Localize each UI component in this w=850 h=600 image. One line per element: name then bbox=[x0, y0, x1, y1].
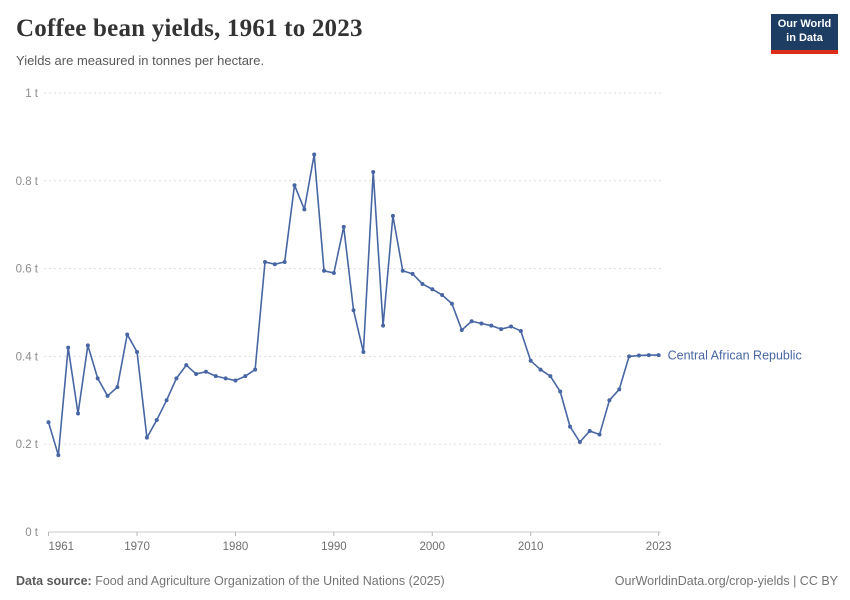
x-tick-label-1990: 1990 bbox=[321, 541, 347, 553]
data-point-2010[interactable] bbox=[528, 358, 533, 363]
data-point-2013[interactable] bbox=[558, 389, 563, 394]
data-point-2020[interactable] bbox=[627, 354, 632, 359]
data-point-1967[interactable] bbox=[105, 393, 110, 398]
data-point-2009[interactable] bbox=[518, 328, 523, 333]
owid-logo[interactable]: Our World in Data bbox=[771, 14, 838, 54]
data-source-label: Data source: bbox=[16, 574, 92, 588]
data-point-1987[interactable] bbox=[302, 207, 307, 212]
line-chart-canvas[interactable]: 0 t 0.2 t 0.4 t 0.6 t 0.8 t 1 t 1961 1970 1980 19… bbox=[0, 80, 850, 570]
data-point-1986[interactable] bbox=[292, 183, 297, 188]
data-point-2021[interactable] bbox=[636, 353, 641, 358]
data-point-1995[interactable] bbox=[381, 323, 386, 328]
data-point-2004[interactable] bbox=[469, 319, 474, 324]
y-tick-label: 1 t bbox=[25, 88, 39, 100]
data-point-2000[interactable] bbox=[430, 287, 435, 292]
data-point-1975[interactable] bbox=[184, 363, 189, 368]
y-tick-label: 0.6 t bbox=[16, 264, 39, 276]
data-source-text: Data source: Food and Agriculture Organi… bbox=[16, 574, 445, 588]
data-point-2022[interactable] bbox=[646, 353, 651, 358]
data-point-1964[interactable] bbox=[76, 411, 81, 416]
data-point-2002[interactable] bbox=[449, 301, 454, 306]
data-point-2019[interactable] bbox=[617, 387, 622, 392]
data-point-1996[interactable] bbox=[390, 213, 395, 218]
data-point-2001[interactable] bbox=[440, 292, 445, 297]
owid-logo-line1: Our World bbox=[777, 18, 832, 31]
data-point-1984[interactable] bbox=[272, 262, 277, 267]
data-point-1974[interactable] bbox=[174, 376, 179, 381]
series-label-central-african-republic[interactable]: Central African Republic bbox=[668, 349, 802, 363]
x-tick-label-2000: 2000 bbox=[419, 541, 445, 553]
data-point-2018[interactable] bbox=[607, 398, 612, 403]
data-point-2023[interactable] bbox=[656, 353, 661, 358]
data-point-1990[interactable] bbox=[331, 270, 336, 275]
data-point-1992[interactable] bbox=[351, 308, 356, 313]
x-tick-label-2010: 2010 bbox=[518, 541, 544, 553]
y-tick-label: 0 t bbox=[25, 527, 39, 539]
data-point-2012[interactable] bbox=[548, 374, 553, 379]
x-tick-label-1980: 1980 bbox=[223, 541, 249, 553]
data-point-1973[interactable] bbox=[164, 398, 169, 403]
data-point-1989[interactable] bbox=[322, 268, 327, 273]
data-point-2008[interactable] bbox=[508, 324, 513, 329]
y-tick-label: 0.4 t bbox=[16, 351, 39, 363]
data-point-1972[interactable] bbox=[154, 418, 159, 423]
data-point-1985[interactable] bbox=[282, 260, 287, 265]
data-point-1976[interactable] bbox=[194, 371, 199, 376]
license-link[interactable]: OurWorldinData.org/crop-yields | CC BY bbox=[614, 574, 838, 588]
data-point-2006[interactable] bbox=[489, 323, 494, 328]
data-point-1971[interactable] bbox=[144, 435, 149, 440]
data-point-1983[interactable] bbox=[262, 260, 267, 265]
data-point-2011[interactable] bbox=[538, 367, 543, 372]
data-point-1968[interactable] bbox=[115, 385, 120, 390]
chart-footer: Data source: Food and Agriculture Organi… bbox=[0, 574, 850, 592]
data-point-1994[interactable] bbox=[371, 170, 376, 175]
data-point-1962[interactable] bbox=[56, 453, 61, 458]
data-point-1966[interactable] bbox=[95, 376, 100, 381]
data-point-1970[interactable] bbox=[135, 350, 140, 355]
x-tick-label-1970: 1970 bbox=[124, 541, 150, 553]
page-title: Coffee bean yields, 1961 to 2023 bbox=[16, 15, 363, 42]
data-point-1977[interactable] bbox=[203, 369, 208, 374]
data-point-1980[interactable] bbox=[233, 378, 238, 383]
data-point-1982[interactable] bbox=[253, 367, 258, 372]
y-tick-label: 0.8 t bbox=[16, 176, 39, 188]
x-tick-label-1961: 1961 bbox=[49, 541, 75, 553]
data-point-2016[interactable] bbox=[587, 429, 592, 434]
data-point-2017[interactable] bbox=[597, 432, 602, 437]
data-point-1963[interactable] bbox=[66, 345, 71, 350]
data-point-1981[interactable] bbox=[243, 374, 248, 379]
x-tick-label-2023: 2023 bbox=[646, 541, 672, 553]
owid-logo-line2: in Data bbox=[786, 32, 823, 44]
data-point-1997[interactable] bbox=[400, 268, 405, 273]
data-point-1998[interactable] bbox=[410, 271, 415, 276]
data-point-2007[interactable] bbox=[499, 327, 504, 332]
data-point-2014[interactable] bbox=[568, 424, 573, 429]
data-point-1991[interactable] bbox=[341, 224, 346, 229]
data-point-1961[interactable] bbox=[46, 420, 51, 425]
data-point-1978[interactable] bbox=[213, 374, 218, 379]
chart-subtitle: Yields are measured in tonnes per hectar… bbox=[16, 53, 265, 68]
data-point-1965[interactable] bbox=[85, 343, 90, 348]
data-point-1999[interactable] bbox=[420, 281, 425, 286]
data-source-value: Food and Agriculture Organization of the… bbox=[91, 574, 445, 588]
data-point-1988[interactable] bbox=[312, 152, 317, 157]
data-point-2015[interactable] bbox=[577, 440, 582, 445]
data-point-1969[interactable] bbox=[125, 332, 130, 337]
y-tick-label: 0.2 t bbox=[16, 439, 39, 451]
data-point-1979[interactable] bbox=[223, 376, 228, 381]
data-point-2003[interactable] bbox=[459, 328, 464, 333]
data-line-central-african-republic[interactable] bbox=[47, 153, 659, 456]
data-point-2005[interactable] bbox=[479, 321, 484, 326]
data-point-1993[interactable] bbox=[361, 350, 366, 355]
